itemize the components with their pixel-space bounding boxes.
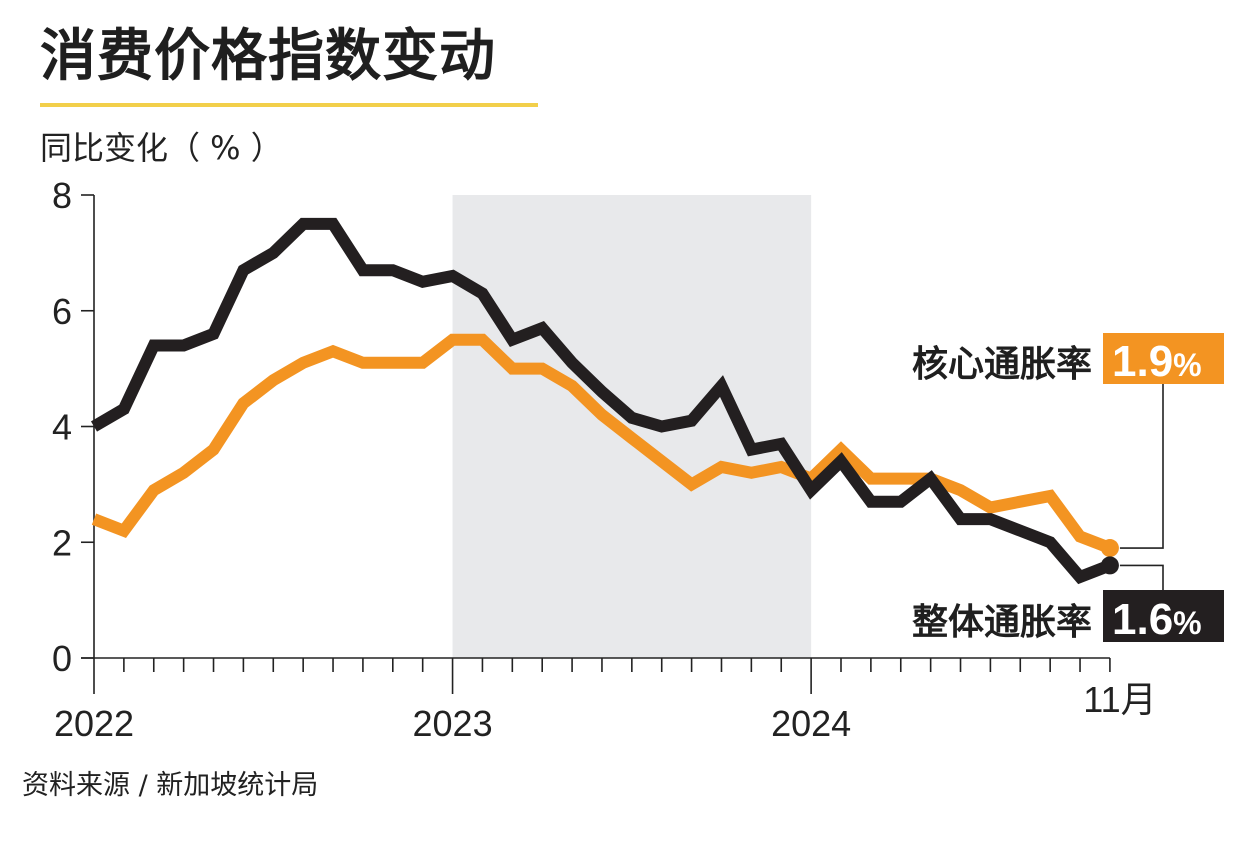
headline-latest-value: 1.6% bbox=[1112, 595, 1202, 644]
y-tick-label: 2 bbox=[52, 522, 72, 563]
y-tick-label: 4 bbox=[52, 407, 72, 448]
x-tick-label: 2022 bbox=[54, 703, 134, 744]
callout-headline: 整体通胀率 1.6% bbox=[912, 564, 1224, 644]
core-value-box bbox=[1103, 333, 1224, 384]
x-tick-label: 11月 bbox=[1083, 679, 1156, 720]
headline-endpoint-marker bbox=[1100, 556, 1119, 575]
y-tick-label: 8 bbox=[52, 175, 72, 216]
y-tick-label: 6 bbox=[52, 291, 72, 332]
chart-title: 消费价格指数变动 bbox=[40, 24, 496, 89]
core-series-label: 核心通胀率 bbox=[912, 344, 1092, 385]
headline-connector-line bbox=[1119, 564, 1164, 590]
y-axis-unit-label: 同比变化（ % ） bbox=[40, 129, 283, 167]
core-connector-line bbox=[1119, 383, 1164, 549]
highlight-band-2023 bbox=[452, 195, 812, 658]
x-tick-label: 2023 bbox=[413, 703, 493, 744]
headline-series-label: 整体通胀率 bbox=[912, 602, 1092, 643]
y-tick-label: 0 bbox=[52, 638, 72, 679]
core-endpoint-marker bbox=[1100, 539, 1119, 558]
axes: 0 2 4 6 8 2022 2023 2024 11月 bbox=[52, 175, 1157, 744]
x-tick-label: 2024 bbox=[771, 703, 851, 744]
callouts: 核心通胀率 1.9% 整体通胀率 1.6% bbox=[912, 333, 1224, 644]
title-underline bbox=[40, 103, 538, 107]
series-lines bbox=[90, 217, 1119, 585]
source-note: 资料来源 / 新加坡统计局 bbox=[22, 770, 319, 801]
callout-core: 核心通胀率 1.9% bbox=[912, 333, 1224, 549]
headline-inflation-line bbox=[90, 217, 1113, 585]
core-latest-value: 1.9% bbox=[1112, 337, 1202, 386]
headline-value-box bbox=[1103, 590, 1224, 642]
